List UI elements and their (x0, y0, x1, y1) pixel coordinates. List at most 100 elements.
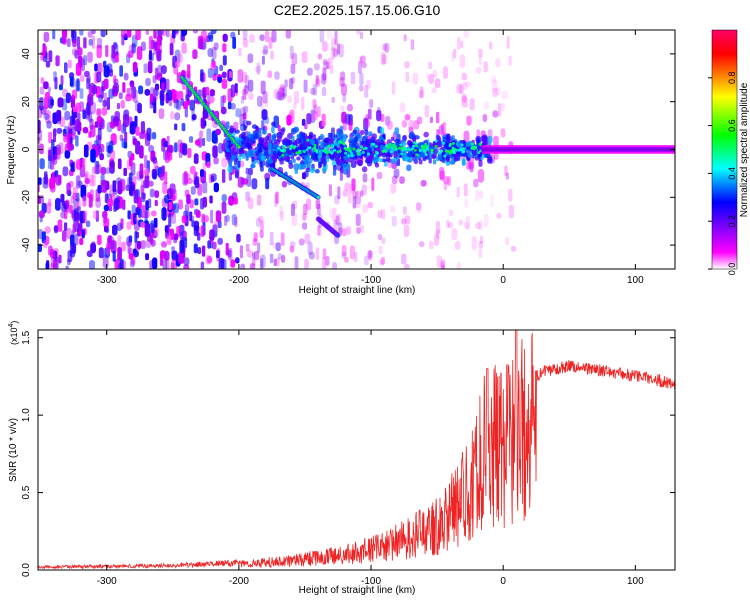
spectrogram-cell (38, 229, 43, 240)
spectrogram-cell (451, 146, 455, 150)
spectrogram-cell (140, 41, 146, 51)
spectrogram-cell (189, 136, 194, 143)
spectrogram-cell (303, 159, 309, 165)
spectrogram-cell (242, 71, 247, 83)
spectrogram-cell (127, 50, 134, 58)
spectrogram-cell (358, 61, 362, 74)
spectrogram-cell (357, 152, 360, 156)
spectrogram-cell (138, 200, 142, 207)
spectrogram-cell (97, 184, 102, 194)
spectrogram-cell (150, 220, 155, 234)
spectrogram-cell (305, 167, 311, 173)
spectrogram-cell (145, 253, 149, 261)
spectrogram-cell (204, 86, 210, 96)
spectrogram-cell (109, 140, 114, 153)
spectrogram-cell (43, 31, 50, 43)
spectrogram-cell (140, 192, 146, 203)
spectrogram-cell (217, 220, 222, 229)
spectrogram-cell (333, 165, 337, 171)
spectrogram-cell (103, 210, 107, 224)
spectrogram-cell (48, 149, 52, 161)
spectrogram-y-tick-label: -20 (21, 190, 32, 205)
spectrogram-cell (479, 235, 483, 244)
spectrogram-cell (372, 142, 376, 146)
spectrogram-cell (86, 77, 90, 90)
spectrogram-cell (209, 34, 214, 42)
spectrogram-cell (61, 194, 65, 206)
spectrogram-cell (498, 103, 502, 117)
spectrogram-cell (260, 258, 264, 269)
spectrogram-x-label: Height of straight line (km) (299, 285, 416, 296)
spectrogram-cell (151, 93, 155, 104)
spectrogram-cell (257, 242, 261, 253)
spectrogram-cell (121, 34, 125, 46)
spectrogram-cell (191, 114, 197, 121)
spectrogram-cell (98, 143, 105, 153)
spectrogram-cell (71, 89, 78, 100)
spectrogram-cell (265, 135, 269, 142)
spectrogram-cell (90, 148, 96, 163)
spectrogram-cell (337, 186, 341, 200)
spectrogram-cell (99, 118, 105, 130)
spectrogram-cell (456, 186, 460, 198)
spectrogram-cell (386, 146, 390, 150)
snr-x-tick-label: 0 (500, 576, 506, 587)
spectrogram-cell (506, 36, 510, 49)
spectrogram-cell (200, 261, 205, 269)
spectrogram-cell (332, 262, 337, 269)
spectrogram-cell (242, 30, 248, 40)
spectrogram-cell (293, 126, 300, 133)
spectrogram-cell (454, 241, 461, 250)
spectrogram-cell (286, 114, 292, 126)
spectrogram-cell (303, 203, 308, 216)
spectrogram-cell (439, 149, 443, 153)
snr-y-tick-label: 1.0 (21, 408, 32, 422)
spectrogram-cell (62, 231, 67, 242)
spectrogram-cell (126, 221, 132, 230)
spectrogram-cell (312, 99, 317, 110)
spectrogram-cell (458, 219, 463, 226)
spectrogram-cell (399, 143, 403, 147)
spectrogram-cell (237, 176, 244, 188)
spectrogram-cell (131, 43, 136, 54)
spectrogram-cell (423, 145, 427, 149)
spectrogram-cell (271, 134, 277, 141)
spectrogram-cell (376, 109, 382, 122)
spectrogram-cell (275, 257, 280, 267)
spectrogram-cell (341, 83, 347, 96)
spectrogram-cell (245, 167, 249, 175)
spectrogram-cell (442, 66, 448, 79)
spectrogram-cell (404, 263, 410, 269)
spectrogram-cell (222, 43, 227, 53)
spectrogram-cell (331, 47, 335, 60)
spectrogram-cell (187, 64, 191, 79)
spectrogram-cell (190, 186, 196, 195)
spectrogram-cell (110, 160, 115, 168)
spectrogram-cell (181, 30, 187, 37)
spectrogram-cell (380, 52, 386, 66)
spectrogram-cell (227, 249, 232, 258)
spectrogram-cell (122, 260, 126, 269)
spectrogram-cell (145, 77, 151, 87)
spectrogram-cell (128, 116, 133, 124)
spectrogram-cell (234, 129, 240, 134)
spectrogram-cell (289, 147, 293, 151)
spectrogram-cell (322, 41, 328, 52)
spectrogram-cell (454, 153, 459, 162)
spectrogram-cell (463, 183, 468, 197)
spectrogram-cell (432, 159, 437, 165)
spectrogram-cell (206, 161, 211, 169)
spectrogram-cell (289, 245, 295, 253)
spectrogram-cell (202, 180, 208, 194)
spectrogram-cell (46, 120, 52, 129)
spectrogram-cell (82, 157, 86, 171)
spectrogram-cell (406, 164, 412, 172)
spectrogram-cell (50, 248, 55, 259)
spectrogram-cell (466, 141, 473, 148)
spectrogram-cell (371, 177, 375, 191)
spectrogram-cell (241, 153, 246, 159)
spectrogram-cell (213, 157, 219, 165)
spectrogram-cell (156, 37, 160, 52)
spectrogram-cell (251, 156, 255, 162)
spectrogram-cell (227, 247, 233, 261)
